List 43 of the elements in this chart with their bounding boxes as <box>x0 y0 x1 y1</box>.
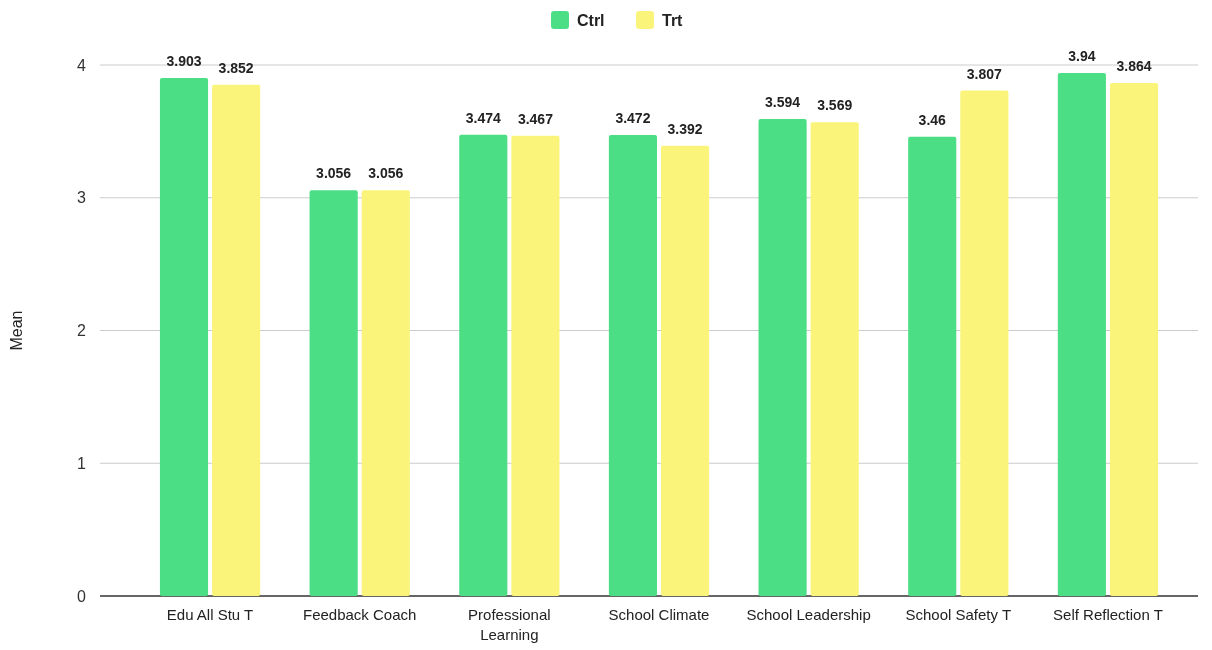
bar <box>212 84 261 596</box>
y-tick-label: 0 <box>77 587 87 605</box>
data-label: 3.594 <box>765 93 801 110</box>
legend-label: Trt <box>662 11 684 29</box>
bar <box>661 145 710 596</box>
bar <box>159 77 209 596</box>
x-tick-label: Self Reflection T <box>1053 606 1163 623</box>
bar <box>1057 72 1106 596</box>
data-label: 3.903 <box>166 52 202 69</box>
bar <box>960 90 1009 596</box>
bar <box>1109 83 1159 596</box>
data-label: 3.852 <box>218 59 254 76</box>
legend-label: Ctrl <box>577 11 605 29</box>
data-label: 3.46 <box>918 111 947 128</box>
data-label: 3.569 <box>817 97 853 114</box>
data-label: 3.807 <box>966 65 1003 82</box>
x-tick-label: School Climate <box>608 606 710 623</box>
x-tick-label: School Leadership <box>746 606 871 623</box>
bar <box>511 135 560 596</box>
bar <box>758 118 807 596</box>
bar <box>459 134 508 596</box>
x-tick-label: Edu All Stu T <box>166 606 254 623</box>
y-tick-label: 1 <box>77 454 87 472</box>
y-tick-label: 3 <box>77 189 87 207</box>
data-label: 3.94 <box>1068 47 1096 64</box>
data-label: 3.056 <box>368 165 404 182</box>
data-label: 3.467 <box>517 110 554 127</box>
bar <box>361 190 410 596</box>
data-label: 3.472 <box>615 110 651 127</box>
data-label: 3.392 <box>667 120 703 137</box>
data-label: 3.864 <box>1116 58 1152 75</box>
data-label: 3.056 <box>316 165 352 182</box>
bar <box>608 135 657 596</box>
y-axis-title: Mean <box>8 310 25 351</box>
x-tick-label: Feedback Coach <box>303 606 417 623</box>
y-tick-label: 4 <box>77 56 87 74</box>
x-tick-label: School Safety T <box>905 606 1012 623</box>
x-tick-label: Professional Learning <box>468 606 551 643</box>
bar <box>309 190 358 596</box>
y-tick-label: 2 <box>77 322 87 340</box>
bar <box>810 122 859 596</box>
data-label: 3.474 <box>465 109 502 126</box>
bar <box>908 136 957 596</box>
